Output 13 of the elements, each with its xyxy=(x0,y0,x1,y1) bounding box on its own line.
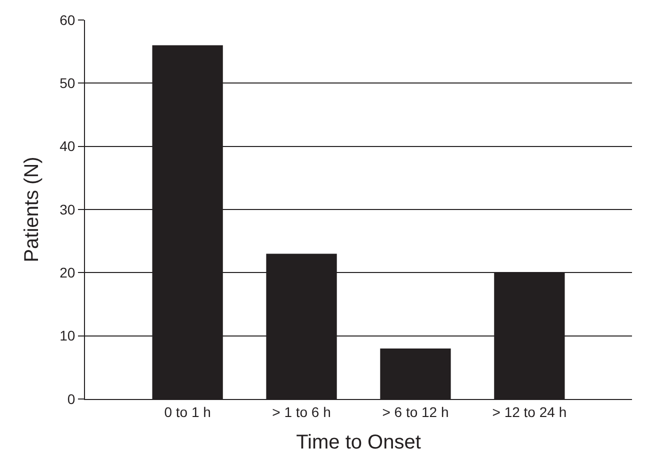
x-tick-label: > 1 to 6 h xyxy=(272,404,331,420)
y-tick-label: 50 xyxy=(60,75,76,92)
y-tick-label: 30 xyxy=(60,201,76,218)
x-tick-label: > 12 to 24 h xyxy=(492,404,567,420)
y-tick-label: 20 xyxy=(60,264,76,281)
y-tick-label: 10 xyxy=(60,328,76,344)
x-tick-label: 0 to 1 h xyxy=(164,404,211,420)
y-tick-label: 40 xyxy=(60,138,76,154)
y-axis-title: Patients (N) xyxy=(21,156,44,262)
x-tick-label: > 6 to 12 h xyxy=(382,404,449,420)
x-axis-title: Time to Onset xyxy=(296,431,422,454)
y-tick-label: 60 xyxy=(60,12,76,28)
y-tick-label: 0 xyxy=(67,390,76,407)
